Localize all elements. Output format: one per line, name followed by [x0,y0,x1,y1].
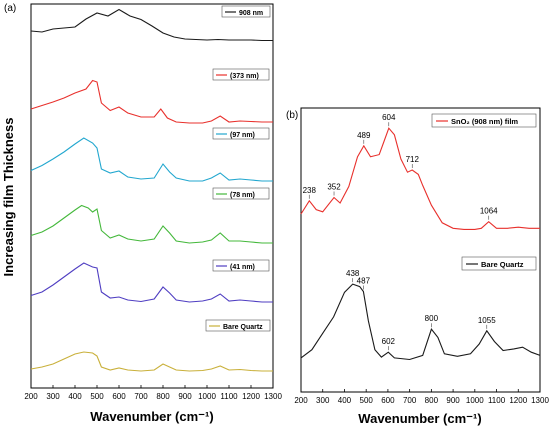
legend-label-a-0: 908 nm [239,10,263,17]
x-tick-label-b-6: 800 [425,396,439,405]
series-line-a-4 [30,262,273,303]
x-tick-label-b-8: 1000 [466,396,484,405]
panel-a-label: (a) [4,3,16,14]
panel-a-x-axis-label: Wavenumber (cm⁻¹) [90,409,213,424]
legend-box-a-1 [212,68,270,81]
panel-b-label: (b) [286,110,298,121]
x-tick-label-a-0: 200 [24,392,38,401]
peak-label-4: 712 [406,155,420,164]
legend-box-b-1 [461,256,537,271]
x-tick-label-b-2: 400 [338,396,352,405]
x-tick-label-b-7: 900 [446,396,460,405]
panel-a-y-axis-label: Increasing film Thickness [1,118,16,277]
x-tick-label-b-10: 1200 [509,396,527,405]
legend-label-b-0: SnO₂ (908 nm) film [451,117,518,126]
legend-item-b-1: Bare Quartz [461,256,537,271]
peak-label-2: 489 [357,131,371,140]
legend-item-a-3: (78 nm) [212,187,270,200]
legend-label-b-1: Bare Quartz [481,260,524,269]
x-tick-label-a-10: 1200 [242,392,260,401]
legend-box-a-3 [212,187,270,200]
legend-label-a-2: (97 nm) [230,132,255,139]
panel-a-frame [30,3,274,389]
peak-label-10: 1055 [478,316,496,325]
peak-label-6: 438 [346,269,360,278]
x-tick-label-a-6: 800 [156,392,170,401]
panel-b-frame [300,107,541,393]
series-line-a-0 [30,8,273,42]
peak-label-0: 238 [303,186,317,195]
peak-label-9: 800 [425,314,439,323]
legend-box-a-4 [212,259,270,272]
x-tick-label-b-0: 200 [294,396,308,405]
x-tick-label-b-5: 700 [403,396,417,405]
series-line-a-3 [30,204,273,244]
x-tick-label-a-9: 1100 [220,392,238,401]
peak-label-1: 352 [327,183,341,192]
peak-label-8: 602 [382,337,396,346]
x-tick-label-b-11: 1300 [531,396,549,405]
series-line-a-2 [30,137,273,182]
x-tick-label-a-8: 1000 [198,392,216,401]
legend-box-b-0 [431,113,537,128]
peak-label-3: 604 [382,113,396,122]
x-tick-label-a-5: 700 [134,392,148,401]
legend-box-a-5 [205,319,271,332]
panel-b-x-ticks: 200 300 400 500 600 700 800 900 1000 1100 1200 1300 [294,389,549,405]
legend-label-a-1: (373 nm) [230,73,259,80]
legend-item-a-5: Bare Quartz [205,319,271,332]
series-line-b-0 [300,127,540,230]
panel-a-plot: 908 nm (373 nm) (97 nm) (78 nm) (41 nm) Bare … [30,5,273,372]
x-tick-label-a-4: 600 [112,392,126,401]
x-tick-label-a-3: 500 [90,392,104,401]
x-tick-label-a-2: 400 [68,392,82,401]
legend-label-a-3: (78 nm) [230,192,255,199]
panel-b-plot: SnO₂ (908 nm) film Bare Quartz 238 352 489 60… [300,113,541,361]
peak-label-5: 1064 [480,207,498,216]
x-tick-label-b-9: 1100 [488,396,506,405]
series-line-b-1 [300,283,541,361]
x-tick-label-b-4: 600 [381,396,395,405]
x-tick-label-a-1: 300 [46,392,60,401]
series-line-a-5 [30,351,273,372]
legend-item-a-1: (373 nm) [212,68,270,81]
legend-item-a-2: (97 nm) [212,127,270,140]
legend-item-b-0: SnO₂ (908 nm) film [431,113,537,128]
x-tick-label-b-1: 300 [316,396,330,405]
x-tick-label-a-7: 900 [178,392,192,401]
legend-item-a-0: 908 nm [221,5,271,18]
legend-label-a-5: Bare Quartz [223,324,263,331]
panel-a-x-ticks: 200 300 400 500 600 700 800 900 1000 1100 1200 1300 [24,385,282,401]
panel-b-x-axis-label: Wavenumber (cm⁻¹) [358,411,481,426]
legend-label-a-4: (41 nm) [230,264,255,271]
legend-box-a-2 [212,127,270,140]
x-tick-label-b-3: 500 [360,396,374,405]
legend-item-a-4: (41 nm) [212,259,270,272]
series-line-a-1 [30,79,273,124]
x-tick-label-a-11: 1300 [264,392,282,401]
legend-box-a-0 [221,5,271,18]
peak-label-7: 487 [357,276,371,285]
